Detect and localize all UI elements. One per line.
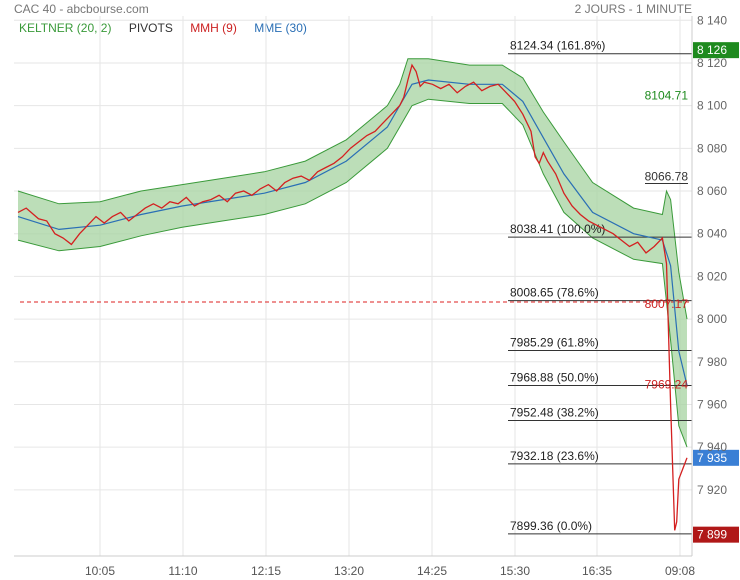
x-tick-label: 09:08 xyxy=(665,564,695,578)
price-badge xyxy=(693,449,739,466)
x-tick-label: 14:25 xyxy=(417,564,447,578)
y-tick-label: 7 920 xyxy=(697,483,727,497)
fib-level-label: 7899.36 (0.0%) xyxy=(510,519,592,533)
price-badge-label: 7 899 xyxy=(697,528,727,542)
legend-pivots[interactable]: PIVOTS xyxy=(128,21,173,35)
x-tick-label: 13:20 xyxy=(334,564,364,578)
y-tick-label: 7 940 xyxy=(697,440,727,454)
legend-mmh[interactable]: MMH (9) xyxy=(190,21,237,35)
x-tick-label: 16:35 xyxy=(582,564,612,578)
fib-level-label: 8124.34 (161.8%) xyxy=(510,39,605,53)
chart-title: CAC 40 - abcbourse.com xyxy=(14,2,149,16)
fib-level-label: 7985.29 (61.8%) xyxy=(510,335,599,349)
keltner-lower-line xyxy=(17,98,688,448)
value-annotation: 8007.17 xyxy=(645,297,689,311)
keltner-upper-line xyxy=(17,58,688,320)
indicator-legend: KELTNER (20, 2) PIVOTS MMH (9) MME (30) xyxy=(19,21,321,35)
chart-period[interactable]: 2 JOURS - 1 MINUTE xyxy=(574,2,692,16)
y-tick-label: 8 020 xyxy=(697,269,727,283)
x-tick-label: 12:15 xyxy=(251,564,281,578)
price-badge-label: 8 126 xyxy=(697,43,727,57)
y-tick-label: 8 120 xyxy=(697,56,727,70)
price-badge xyxy=(693,42,739,59)
price-badge xyxy=(693,526,739,543)
y-tick-label: 7 980 xyxy=(697,355,727,369)
mme-line xyxy=(17,79,688,386)
y-tick-label: 8 040 xyxy=(697,227,727,241)
fib-level-label: 7932.18 (23.6%) xyxy=(510,449,599,463)
y-tick-label: 7 960 xyxy=(697,397,727,411)
mmh-line xyxy=(17,63,688,531)
legend-mme[interactable]: MME (30) xyxy=(254,21,307,35)
y-tick-label: 8 080 xyxy=(697,141,727,155)
y-tick-label: 8 000 xyxy=(697,312,727,326)
fib-level-label: 7968.88 (50.0%) xyxy=(510,371,599,385)
fib-level-label: 8008.65 (78.6%) xyxy=(510,286,599,300)
keltner-band xyxy=(18,58,687,448)
legend-keltner[interactable]: KELTNER (20, 2) xyxy=(19,21,112,35)
value-annotation: 8066.78 xyxy=(645,170,689,184)
y-tick-label: 8 060 xyxy=(697,184,727,198)
x-tick-label: 11:10 xyxy=(168,564,197,578)
x-tick-label: 15:30 xyxy=(500,564,530,578)
fib-level-label: 8038.41 (100.0%) xyxy=(510,222,605,236)
y-tick-label: 8 140 xyxy=(697,13,727,27)
fib-level-label: 7952.48 (38.2%) xyxy=(510,406,599,420)
price-badge-label: 7 935 xyxy=(697,451,727,465)
value-annotation: 7969.24 xyxy=(645,378,689,392)
y-tick-label: 8 100 xyxy=(697,99,727,113)
value-annotation: 8104.71 xyxy=(645,89,689,103)
x-tick-label: 10:05 xyxy=(85,564,115,578)
